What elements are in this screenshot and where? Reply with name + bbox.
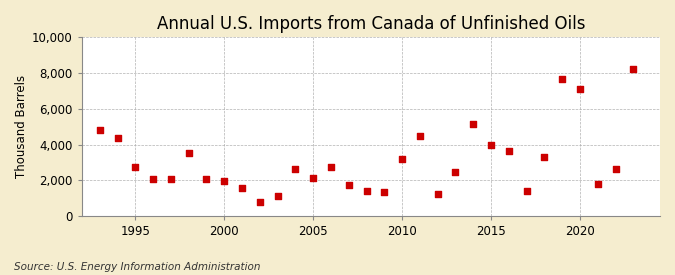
- Point: [539, 155, 550, 159]
- Point: [112, 136, 123, 141]
- Point: [130, 165, 140, 169]
- Point: [468, 122, 479, 126]
- Point: [504, 148, 514, 153]
- Point: [237, 186, 248, 191]
- Point: [183, 150, 194, 155]
- Point: [574, 87, 585, 91]
- Point: [361, 189, 372, 193]
- Point: [290, 166, 301, 171]
- Point: [521, 189, 532, 193]
- Point: [325, 165, 336, 169]
- Point: [95, 128, 105, 133]
- Point: [593, 182, 603, 186]
- Point: [165, 177, 176, 182]
- Point: [610, 166, 621, 171]
- Point: [379, 190, 389, 194]
- Point: [219, 179, 230, 183]
- Text: Source: U.S. Energy Information Administration: Source: U.S. Energy Information Administ…: [14, 262, 260, 272]
- Point: [272, 194, 283, 199]
- Point: [254, 199, 265, 204]
- Point: [397, 156, 408, 161]
- Point: [308, 176, 319, 181]
- Point: [414, 133, 425, 138]
- Point: [432, 191, 443, 196]
- Point: [344, 183, 354, 187]
- Y-axis label: Thousand Barrels: Thousand Barrels: [15, 75, 28, 178]
- Point: [450, 170, 461, 174]
- Point: [557, 77, 568, 81]
- Point: [148, 177, 159, 182]
- Point: [201, 177, 212, 182]
- Title: Annual U.S. Imports from Canada of Unfinished Oils: Annual U.S. Imports from Canada of Unfin…: [157, 15, 585, 33]
- Point: [628, 67, 639, 72]
- Point: [485, 142, 496, 147]
